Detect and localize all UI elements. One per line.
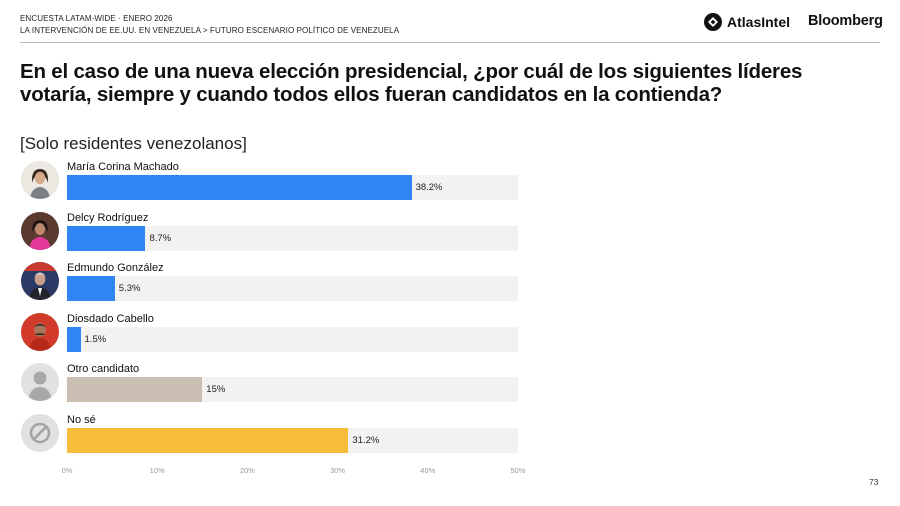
bloomberg-logo: Bloomberg [808,13,883,29]
data-label: 8.7% [149,232,172,244]
x-tick-label: 40% [420,466,436,475]
bar [67,377,203,402]
page-number: 73 [869,477,879,487]
bar-row: Delcy Rodríguez 8.7% [0,211,900,262]
header-divider [20,42,880,43]
x-tick-label: 20% [239,466,255,475]
survey-title-line: ENCUESTA LATAM-WIDE · ENERO 2026 [20,14,173,23]
photo-gonzalez-icon [21,262,59,300]
bar-row: Otro candidato 15% [0,363,900,413]
no-sign-icon [21,413,59,452]
data-label: 31.2% [352,434,380,446]
bar-track [67,427,518,453]
category-label: Diosdado Cabello [67,312,154,325]
bar [67,326,81,352]
photo-machado-icon [21,161,59,199]
survey-breadcrumb: LA INTERVENCIÓN DE EE.UU. EN VENEZUELA >… [20,26,400,35]
bar [67,225,146,251]
atlasintel-logo: AtlasIntel [704,13,790,31]
bar-row: Edmundo González 5.3% [0,262,900,312]
category-label: No sé [67,413,96,426]
bar-row: No sé 31.2% [0,413,900,464]
bar-track [67,175,518,200]
category-label: Edmundo González [67,262,164,274]
bar-track [67,326,518,352]
bar-row: María Corina Machado 38.2% [0,161,900,211]
category-label: María Corina Machado [67,161,179,173]
photo-cabello-icon [21,312,59,351]
data-label: 38.2% [415,182,443,193]
generic-person-icon [21,363,59,401]
survey-header: ENCUESTA LATAM-WIDE · ENERO 2026 LA INTE… [20,13,399,37]
x-tick-label: 10% [149,466,165,475]
category-label: Otro candidato [67,363,140,375]
x-tick-label: 50% [510,466,526,475]
chart-subtitle: [Solo residentes venezolanos] [20,134,247,153]
atlasintel-wordmark: AtlasIntel [727,14,791,30]
chart-title: En el caso de una nueva elección preside… [20,60,803,106]
bar-track [67,377,518,402]
photo-rodriguez-icon [21,211,59,250]
category-label: Delcy Rodríguez [67,211,149,224]
data-label: 15% [206,384,226,395]
x-tick-label: 0% [61,466,73,475]
data-label: 1.5% [84,333,107,345]
bar [67,276,115,301]
bar-row: Diosdado Cabello 1.5% [0,312,900,363]
data-label: 5.3% [118,283,141,294]
bar-track [67,225,518,251]
x-tick-label: 30% [330,466,346,475]
bar-track [67,276,518,301]
bar [67,175,412,200]
bar [67,427,349,453]
atlasintel-mark-icon [704,13,722,31]
